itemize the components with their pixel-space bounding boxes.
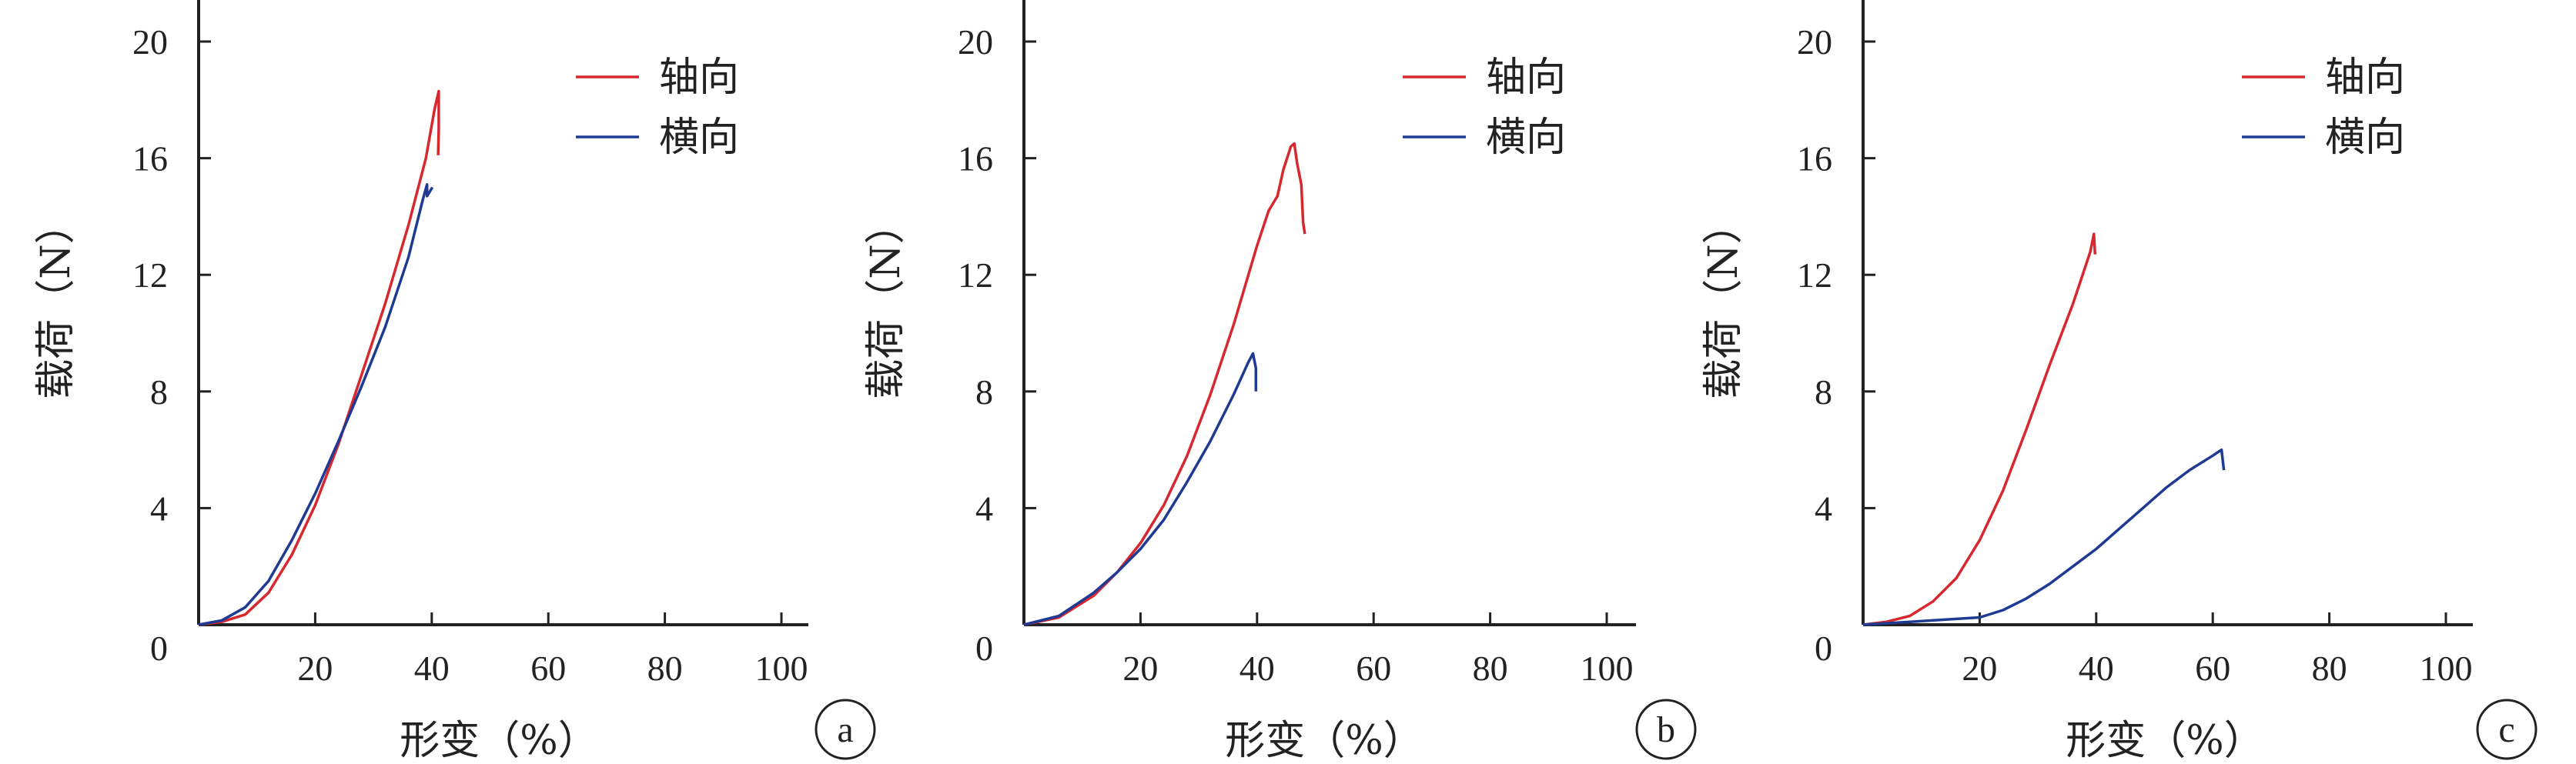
x-tick-label: 80 <box>1473 649 1508 688</box>
panel-label: c <box>2498 709 2514 750</box>
y-tick-label: 0 <box>150 629 168 668</box>
y-tick-label: 4 <box>1815 489 1832 528</box>
y-tick-label: 0 <box>1815 629 1832 668</box>
x-tick-label: 60 <box>2195 649 2230 688</box>
panel-label-circle <box>2476 699 2538 760</box>
y-tick-label: 8 <box>1815 372 1832 412</box>
y-axis-title: 载荷（N） <box>1701 204 1747 399</box>
y-axis-title: 载荷（N） <box>863 204 909 399</box>
x-axis-title: 形变（%） <box>2066 718 2263 764</box>
series-line-1 <box>1023 352 1258 626</box>
x-axis-title: 形变（%） <box>1225 718 1423 764</box>
y-tick-label: 16 <box>1797 139 1832 178</box>
legend-label: 轴向 <box>1486 55 1566 101</box>
x-tick-label: 40 <box>2079 649 2114 688</box>
y-tick-label: 8 <box>975 372 993 412</box>
y-tick-label: 20 <box>1797 22 1832 62</box>
x-tick-label: 60 <box>1356 649 1391 688</box>
legend-label: 轴向 <box>659 55 739 101</box>
y-tick-label: 20 <box>958 22 993 62</box>
y-tick-label: 16 <box>132 139 168 178</box>
y-tick-label: 12 <box>958 255 993 295</box>
y-tick-label: 8 <box>150 372 168 412</box>
legend-label: 横向 <box>659 115 739 161</box>
series-line-0 <box>198 89 440 626</box>
x-tick-label: 20 <box>1122 649 1158 688</box>
y-tick-label: 0 <box>975 629 993 668</box>
legend-label: 横向 <box>2325 115 2405 161</box>
panel-label-circle <box>815 699 876 760</box>
series-line-1 <box>1862 448 2226 626</box>
y-tick-label: 12 <box>132 255 168 295</box>
y-tick-label: 4 <box>975 489 993 528</box>
x-tick-label: 100 <box>755 649 808 688</box>
y-tick-label: 4 <box>150 489 168 528</box>
x-tick-label: 40 <box>414 649 450 688</box>
x-tick-label: 100 <box>2420 649 2473 688</box>
x-tick-label: 80 <box>647 649 683 688</box>
x-tick-label: 20 <box>297 649 333 688</box>
legend-label: 横向 <box>1486 115 1566 161</box>
y-tick-label: 20 <box>132 22 168 62</box>
y-axis-title: 载荷（N） <box>33 204 79 399</box>
legend-label: 轴向 <box>2325 55 2405 101</box>
series-line-0 <box>1862 232 2097 626</box>
x-tick-label: 40 <box>1239 649 1275 688</box>
series-line-1 <box>198 182 434 626</box>
x-tick-label: 20 <box>1962 649 1997 688</box>
panel-label: b <box>1657 709 1675 750</box>
x-tick-label: 100 <box>1581 649 1634 688</box>
panel-label: a <box>837 709 853 750</box>
x-axis-title: 形变（%） <box>400 718 597 764</box>
y-tick-label: 12 <box>1797 255 1832 295</box>
x-tick-label: 60 <box>530 649 566 688</box>
y-tick-label: 16 <box>958 139 993 178</box>
x-tick-label: 80 <box>2312 649 2347 688</box>
series-line-0 <box>1023 142 1306 626</box>
panel-label-circle <box>1635 699 1697 760</box>
